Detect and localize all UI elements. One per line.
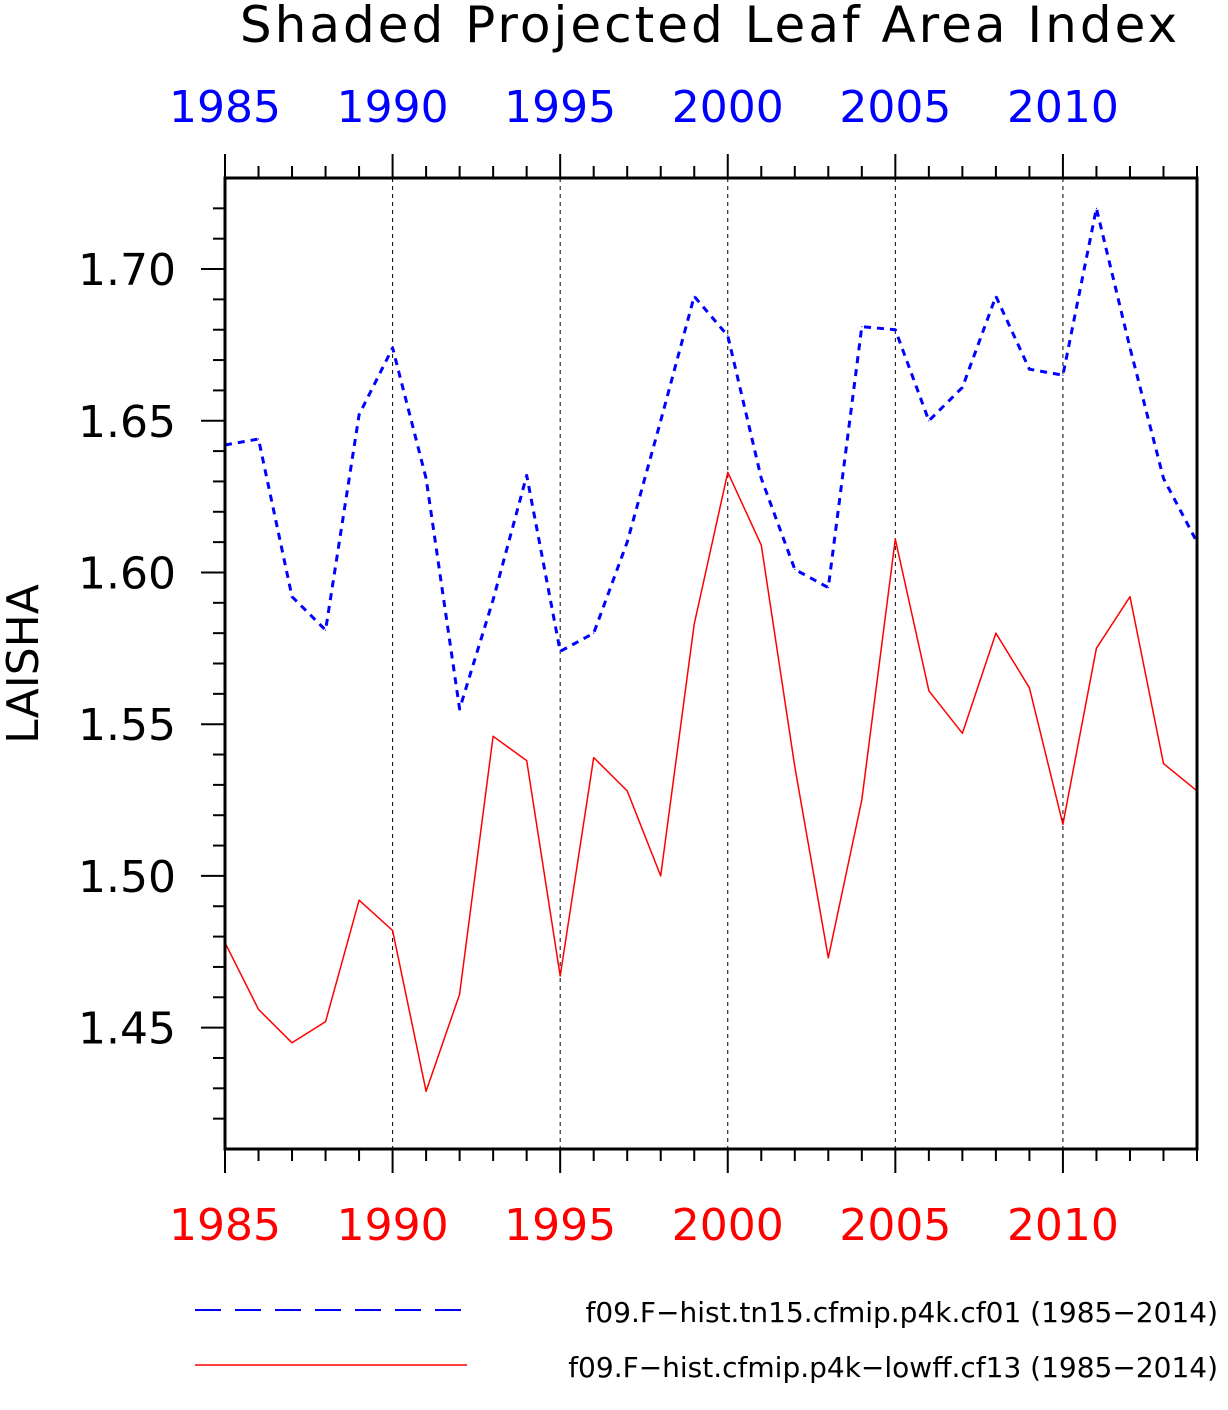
data-point-series-1 <box>794 568 796 571</box>
y-tick-label: 1.60 <box>78 548 176 599</box>
data-point-series-2 <box>559 975 561 977</box>
y-tick-label: 1.70 <box>78 245 176 296</box>
data-point-series-1 <box>760 477 762 480</box>
data-point-series-1 <box>1162 477 1165 480</box>
top-axis-labels: 1985 1990 1995 2000 2005 2010 <box>169 82 1119 133</box>
data-point-series-2 <box>492 735 494 737</box>
x-tick-label-top: 1995 <box>504 82 616 133</box>
data-point-series-2 <box>593 756 595 759</box>
data-point-series-1 <box>961 386 963 388</box>
x-tick-label-top: 2005 <box>839 82 951 133</box>
data-point-series-2 <box>1028 687 1031 689</box>
data-point-series-1 <box>995 295 997 297</box>
data-point-series-2 <box>291 1042 293 1044</box>
data-point-series-2 <box>961 732 963 734</box>
legend-label-1: f09.F−hist.tn15.cfmip.p4k.cf01 (1985−201… <box>586 1296 1219 1329</box>
data-point-series-2 <box>995 632 997 634</box>
data-point-series-2 <box>760 544 762 546</box>
y-axis-labels: 1.45 1.50 1.55 1.60 1.65 1.70 <box>78 245 176 1055</box>
x-tick-label-bottom: 1985 <box>169 1200 281 1251</box>
data-point-series-1 <box>291 596 293 598</box>
y-tick-label: 1.45 <box>78 1004 176 1055</box>
vertical-grid <box>392 178 1064 1149</box>
x-tick-label-top: 2000 <box>672 82 784 133</box>
data-point-series-1 <box>526 474 528 476</box>
data-point-series-2 <box>425 1090 427 1092</box>
data-point-series-1 <box>593 632 595 634</box>
data-point-series-2 <box>526 760 528 762</box>
data-point-series-1 <box>1028 368 1031 370</box>
data-point-series-1 <box>391 347 394 349</box>
series-lines <box>224 206 1199 1093</box>
axis-ticks <box>201 154 1198 1173</box>
data-point-series-2 <box>1062 823 1064 825</box>
data-point-series-1 <box>827 587 829 589</box>
data-point-series-1 <box>1095 207 1098 209</box>
y-tick-label: 1.55 <box>78 700 176 751</box>
x-tick-label-top: 1985 <box>169 82 281 133</box>
data-point-series-1 <box>358 414 360 416</box>
data-point-series-2 <box>794 766 796 768</box>
data-point-series-2 <box>693 623 695 625</box>
series-line-2 <box>224 471 1198 1093</box>
data-point-series-1 <box>425 477 427 480</box>
data-point-series-2 <box>626 790 628 792</box>
data-point-series-2 <box>660 875 662 877</box>
data-point-series-2 <box>894 538 896 540</box>
data-point-series-1 <box>928 420 930 422</box>
chart-title: Shaded Projected Leaf Area Index <box>240 0 1180 54</box>
data-point-series-2 <box>459 993 461 995</box>
data-point-series-2 <box>827 957 829 959</box>
x-tick-label-bottom: 2005 <box>839 1200 951 1251</box>
data-point-series-2 <box>861 799 863 801</box>
bottom-axis-labels: 1985 1990 1995 2000 2005 2010 <box>169 1200 1119 1251</box>
data-point-series-2 <box>257 1008 260 1011</box>
legend: f09.F−hist.tn15.cfmip.p4k.cf01 (1985−201… <box>195 1296 1218 1384</box>
legend-label-2: f09.F−hist.cfmip.p4k−lowff.cf13 (1985−20… <box>568 1351 1218 1384</box>
data-point-series-1 <box>559 650 561 652</box>
data-point-series-2 <box>1162 763 1165 765</box>
data-point-series-1 <box>492 599 494 601</box>
data-point-series-2 <box>358 899 360 901</box>
data-point-series-1 <box>324 629 327 631</box>
x-tick-label-bottom: 2010 <box>1007 1200 1119 1251</box>
data-point-series-1 <box>257 438 260 440</box>
data-point-series-1 <box>693 295 695 297</box>
y-tick-label: 1.65 <box>78 397 176 448</box>
data-point-series-2 <box>1095 647 1098 649</box>
data-point-series-1 <box>626 541 628 543</box>
data-point-series-1 <box>861 326 863 328</box>
plot-frame <box>223 176 1199 1151</box>
data-point-series-2 <box>1129 596 1131 598</box>
data-point-series-2 <box>727 471 729 473</box>
data-point-series-1 <box>459 708 461 710</box>
data-point-series-1 <box>1129 347 1131 349</box>
data-point-series-1 <box>727 335 729 337</box>
x-tick-label-bottom: 1995 <box>504 1200 616 1251</box>
x-tick-label-bottom: 2000 <box>672 1200 784 1251</box>
data-point-series-1 <box>894 329 896 331</box>
data-point-series-1 <box>660 420 662 422</box>
x-tick-label-top: 2010 <box>1007 82 1119 133</box>
x-tick-label-top: 1990 <box>337 82 449 133</box>
data-point-series-2 <box>391 929 394 932</box>
series-line-1 <box>224 206 1199 711</box>
data-point-series-1 <box>1062 374 1064 376</box>
y-axis-label: LAISHA <box>0 584 49 744</box>
data-point-series-2 <box>324 1020 327 1023</box>
data-point-series-2 <box>928 690 930 692</box>
x-tick-label-bottom: 1990 <box>337 1200 449 1251</box>
y-tick-label: 1.50 <box>78 852 176 903</box>
